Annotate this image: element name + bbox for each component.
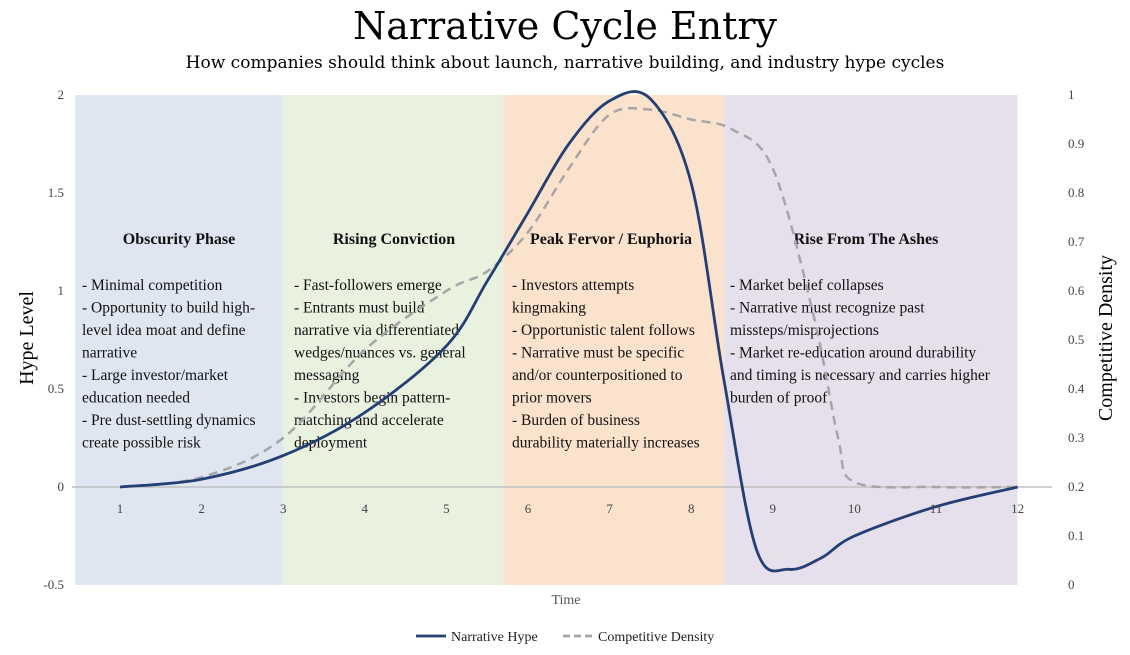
phase-title: Rising Conviction [333, 231, 455, 248]
y-left-axis-title: Hype Level [16, 291, 38, 385]
y-right-tick-label: 0.1 [1068, 528, 1084, 543]
narrative-hype-line [119, 90, 1018, 573]
y-right-tick-label: 0.9 [1068, 136, 1084, 151]
x-tick-label: 1 [117, 501, 124, 516]
phase-bullet-line: create possible risk [82, 435, 201, 452]
x-tick-label: 4 [362, 501, 369, 516]
phase-bullet-line: wedges/nuances vs. general [294, 345, 466, 362]
phase-band [283, 95, 504, 585]
phase-title: Peak Fervor / Euphoria [530, 231, 692, 248]
y-left-tick-label: 1 [58, 283, 65, 298]
phase-band [723, 95, 1018, 585]
phase-bullet-line: - Opportunistic talent follows [512, 322, 695, 339]
y-left-tick-label: -0.5 [43, 577, 64, 592]
phase-bullet-line: narrative via differentiated [294, 322, 459, 339]
x-tick-label: 8 [688, 501, 695, 516]
phase-bullet-line: durability materially increases [512, 435, 700, 452]
y-right-tick-label: 0.8 [1068, 185, 1084, 200]
y-right-tick-label: 0.3 [1068, 430, 1084, 445]
y-left-tick-label: 1.5 [48, 185, 64, 200]
series-lines [119, 90, 1018, 573]
x-tick-label: 12 [1011, 501, 1024, 516]
phase-band [503, 95, 724, 585]
y-right-tick-label: 0.6 [1068, 283, 1085, 298]
phase-bullet-line: kingmaking [512, 300, 586, 317]
phase-bullet-line: and/or counterpositioned to [512, 367, 683, 384]
legend: Narrative Hype Competitive Density [416, 630, 714, 645]
x-tick-label: 7 [606, 501, 613, 516]
phase-bullet-line: - Minimal competition [82, 277, 223, 294]
phase-bullet-line: - Market re-education around durability [730, 345, 976, 362]
legend-label: Narrative Hype [451, 630, 538, 645]
phase-bullet-line: - Narrative must be specific [512, 345, 684, 362]
y-right-tick-label: 0.7 [1068, 234, 1085, 249]
phase-bullet-line: and timing is necessary and carries high… [730, 367, 991, 384]
y-left-tick-label: 2 [58, 87, 65, 102]
x-tick-label: 10 [848, 501, 861, 516]
competitive-density-line [119, 106, 1018, 489]
phase-bullet-line: matching and accelerate [294, 412, 444, 429]
y-left-tick-label: 0.5 [48, 381, 64, 396]
chart-title: Narrative Cycle Entry [352, 4, 777, 48]
legend-label: Competitive Density [598, 630, 714, 645]
phase-title: Obscurity Phase [123, 231, 235, 248]
phase-bullet-line: burden of proof [730, 390, 828, 407]
y-right-tick-label: 0 [1068, 577, 1075, 592]
y-right-tick-label: 0.4 [1068, 381, 1085, 396]
phase-bullet-line: - Entrants must build [294, 300, 425, 317]
phase-bullet-line: - Opportunity to build high- [82, 300, 255, 317]
phase-bullet-line: - Narrative must recognize past [730, 300, 925, 317]
phase-band [75, 95, 284, 585]
y-right-tick-label: 0.5 [1068, 332, 1084, 347]
phase-bullet-line: prior movers [512, 390, 592, 407]
phase-bullet-line: missteps/misprojections [730, 322, 879, 339]
x-axis-title: Time [551, 593, 580, 608]
x-tick-label: 9 [770, 501, 777, 516]
axes: 1 2 3 4 5 6 7 8 9 10 11 12-0.500.511.5200.10.20.30.… [16, 87, 1117, 608]
phase-bullet-line: level idea moat and define [82, 322, 246, 339]
phase-bullet-line: - Investors begin pattern- [294, 390, 450, 407]
chart-subtitle: How companies should think about launch,… [185, 53, 945, 73]
y-right-tick-label: 1 [1068, 87, 1075, 102]
phase-bullet-line: - Burden of business [512, 412, 640, 429]
y-right-axis-title: Competitive Density [1095, 255, 1117, 421]
x-tick-label: 6 [525, 501, 532, 516]
y-left-tick-label: 0 [58, 479, 65, 494]
phase-bullet-line: education needed [82, 390, 190, 407]
phase-bullet-line: - Investors attempts [512, 277, 634, 294]
phase-bullet-line: messaging [294, 367, 360, 384]
x-tick-label: 2 [198, 501, 205, 516]
phase-bullet-line: deployment [294, 435, 368, 452]
phase-title: Rise From The Ashes [794, 231, 939, 248]
x-tick-label: 5 [443, 501, 450, 516]
phase-bullet-line: - Pre dust-settling dynamics [82, 412, 256, 429]
phase-bullet-line: - Fast-followers emerge [294, 277, 442, 294]
phase-annotations: Obscurity Phase - Minimal competition - Op… [82, 231, 991, 452]
phase-bands [75, 95, 1018, 585]
y-right-tick-label: 0.2 [1068, 479, 1084, 494]
phase-bullet-line: narrative [82, 345, 137, 362]
x-tick-label: 3 [280, 501, 287, 516]
phase-bullet-line: - Large investor/market [82, 367, 229, 384]
